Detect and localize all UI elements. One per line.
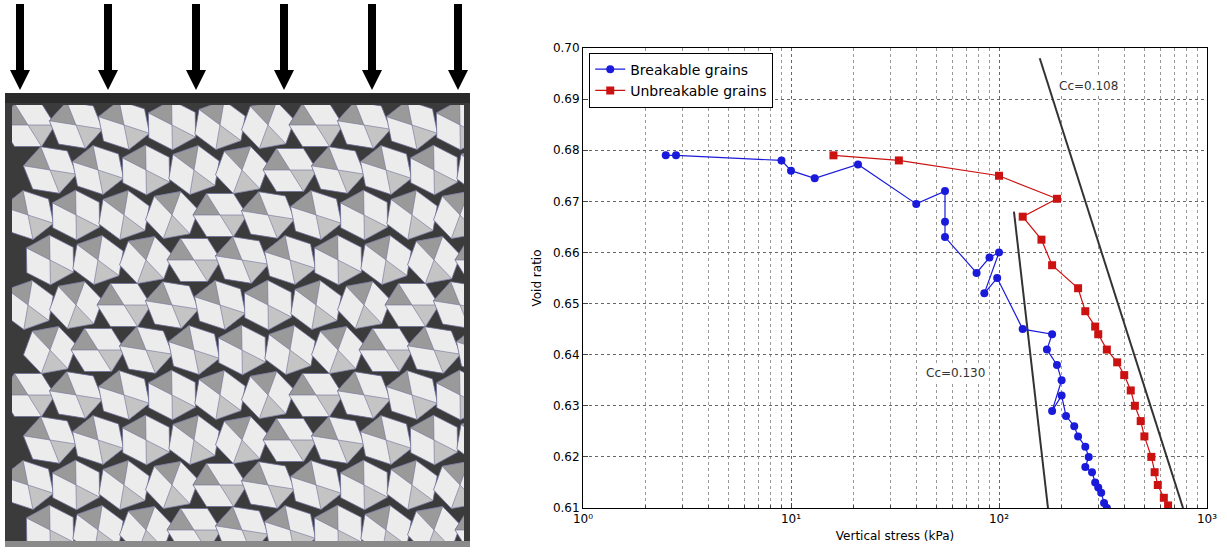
svg-text:0.68: 0.68	[553, 143, 580, 157]
svg-text:Void ratio: Void ratio	[530, 249, 544, 306]
svg-text:Breakable grains: Breakable grains	[630, 62, 748, 78]
svg-text:Cc=0.108: Cc=0.108	[1059, 79, 1118, 93]
svg-text:10¹: 10¹	[781, 512, 801, 526]
svg-text:10⁰: 10⁰	[573, 512, 593, 526]
svg-text:0.64: 0.64	[553, 348, 580, 362]
svg-text:Cc=0.130: Cc=0.130	[926, 366, 985, 380]
svg-text:0.66: 0.66	[553, 246, 580, 260]
svg-text:Unbreakable grains: Unbreakable grains	[630, 83, 766, 99]
svg-text:10³: 10³	[1197, 512, 1217, 526]
svg-text:0.70: 0.70	[553, 41, 580, 55]
svg-text:Vertical stress (kPa): Vertical stress (kPa)	[836, 529, 954, 543]
svg-text:0.65: 0.65	[553, 297, 580, 311]
svg-text:0.69: 0.69	[553, 92, 580, 106]
svg-text:0.67: 0.67	[553, 195, 580, 209]
svg-text:0.61: 0.61	[553, 501, 580, 515]
svg-text:10²: 10²	[989, 512, 1009, 526]
svg-text:0.63: 0.63	[553, 399, 580, 413]
svg-text:0.62: 0.62	[553, 450, 580, 464]
